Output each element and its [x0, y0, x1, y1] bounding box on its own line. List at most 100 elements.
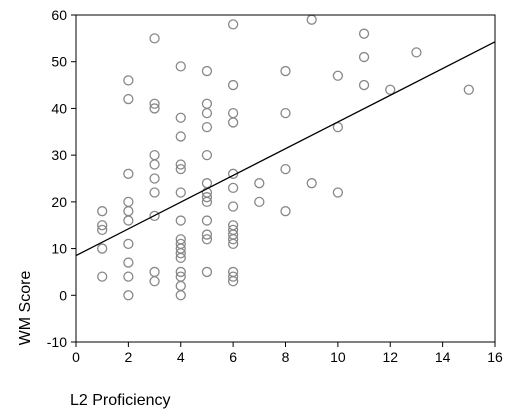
data-point	[201, 178, 213, 189]
points-layer	[97, 14, 474, 301]
data-point	[201, 65, 213, 77]
data-point	[201, 121, 213, 133]
y-tick-label: 0	[59, 287, 67, 303]
y-tick-label: 50	[51, 54, 67, 70]
data-point	[280, 164, 291, 175]
y-tick-label: 10	[51, 241, 67, 257]
data-point	[123, 257, 134, 268]
data-point	[227, 117, 239, 128]
data-point	[227, 276, 239, 287]
data-point	[463, 84, 474, 95]
data-point	[175, 280, 186, 292]
data-point	[411, 47, 422, 58]
y-axis-title: WM Score	[17, 271, 34, 346]
data-point	[123, 196, 134, 208]
data-point	[332, 70, 344, 81]
data-point	[149, 159, 160, 170]
data-point	[227, 19, 239, 30]
data-point	[201, 149, 213, 161]
x-tick-label: 4	[177, 349, 185, 365]
data-point	[358, 28, 370, 39]
data-point	[201, 196, 213, 208]
data-point	[306, 14, 317, 25]
data-point	[97, 271, 108, 282]
data-point	[280, 206, 291, 217]
data-point	[175, 112, 186, 123]
data-point	[175, 248, 186, 259]
data-point	[280, 107, 291, 119]
data-point	[149, 173, 160, 184]
data-point	[254, 196, 265, 208]
data-point	[175, 187, 186, 198]
data-point	[201, 98, 213, 109]
data-point	[175, 252, 186, 264]
data-point	[227, 201, 239, 212]
data-point	[149, 187, 160, 198]
data-point	[175, 290, 186, 301]
x-tick-label: 16	[487, 349, 503, 365]
data-point	[97, 206, 108, 217]
data-point	[358, 51, 370, 63]
data-point	[201, 234, 213, 245]
data-point	[123, 215, 134, 226]
data-point	[175, 164, 186, 175]
data-point	[149, 33, 160, 44]
y-tick-label: -10	[47, 334, 67, 350]
x-tick-label: 6	[229, 349, 237, 365]
data-point	[149, 149, 160, 161]
data-point	[227, 234, 239, 245]
data-point	[201, 266, 213, 278]
x-axis: 0 2 4 6 8 10 12 14 16	[72, 342, 503, 365]
x-tick-label: 8	[282, 349, 290, 365]
data-point	[123, 168, 134, 179]
y-axis: -10 0 10 20 30 40 50 60	[47, 7, 76, 350]
data-point	[123, 206, 134, 217]
data-point	[306, 178, 317, 189]
data-point	[123, 75, 134, 86]
trend-line	[75, 41, 496, 257]
x-tick-label: 12	[382, 349, 398, 365]
data-point	[332, 187, 344, 198]
data-point	[175, 215, 186, 226]
data-point	[227, 79, 239, 91]
y-tick-label: 30	[51, 147, 67, 163]
x-tick-label: 0	[72, 349, 80, 365]
data-point	[358, 79, 370, 91]
data-point	[149, 266, 160, 278]
data-point	[201, 215, 213, 226]
x-axis-title: L2 Proficiency	[70, 392, 171, 409]
data-point	[123, 271, 134, 282]
x-tick-label: 14	[435, 349, 451, 365]
y-tick-label: 20	[51, 194, 67, 210]
data-point	[385, 84, 396, 95]
plot-area	[75, 14, 496, 343]
y-tick-label: 60	[51, 7, 67, 23]
data-point	[227, 271, 239, 282]
data-point	[227, 238, 239, 250]
data-point	[123, 290, 134, 301]
data-point	[149, 103, 160, 114]
data-point	[97, 243, 108, 254]
data-point	[175, 266, 186, 278]
data-point	[280, 65, 291, 77]
data-point	[123, 93, 134, 105]
data-point	[123, 238, 134, 250]
data-point	[201, 229, 213, 240]
data-point	[227, 107, 239, 119]
data-point	[175, 159, 186, 170]
data-point	[175, 131, 186, 142]
data-point	[149, 98, 160, 109]
data-point	[201, 107, 213, 119]
data-point	[254, 178, 265, 189]
data-point	[149, 210, 160, 222]
data-point	[97, 220, 108, 231]
data-point	[97, 224, 108, 236]
data-point	[201, 192, 213, 203]
x-tick-label: 10	[330, 349, 346, 365]
x-tick-label: 2	[124, 349, 132, 365]
data-point	[227, 182, 239, 193]
data-point	[175, 61, 186, 72]
y-tick-label: 40	[51, 100, 67, 116]
data-point	[149, 276, 160, 287]
